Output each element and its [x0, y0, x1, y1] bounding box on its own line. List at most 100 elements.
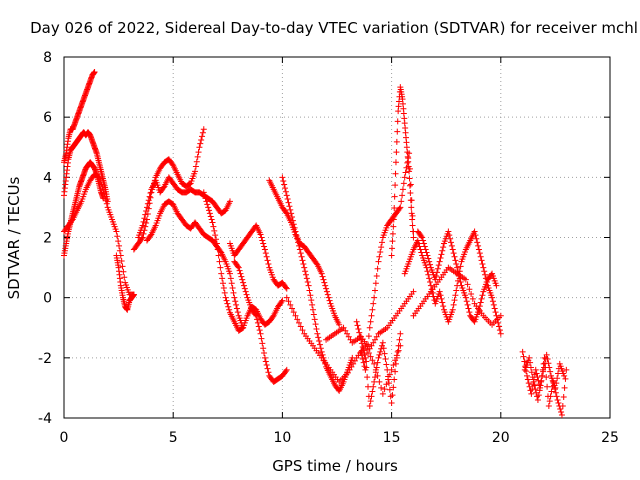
- data-trace: [279, 174, 356, 394]
- data-point: [282, 185, 289, 192]
- data-trace: [61, 69, 98, 166]
- data-point: [437, 292, 444, 299]
- data-point: [424, 268, 431, 275]
- data-point: [406, 182, 413, 189]
- data-point: [376, 351, 383, 358]
- data-point: [389, 245, 396, 252]
- data-point: [546, 398, 553, 405]
- data-point: [364, 374, 371, 381]
- data-trace: [521, 351, 568, 403]
- data-point: [302, 268, 309, 275]
- data-point: [376, 253, 383, 260]
- data-point: [102, 193, 109, 200]
- data-point: [118, 257, 125, 264]
- data-point: [480, 264, 487, 271]
- data-point: [214, 246, 221, 253]
- data-point: [392, 159, 399, 166]
- data-point: [238, 273, 245, 280]
- data-point: [559, 402, 566, 409]
- data-point: [160, 184, 167, 191]
- data-point: [235, 264, 242, 271]
- data-point: [340, 324, 347, 331]
- data-point: [256, 327, 263, 334]
- data-point: [372, 336, 379, 343]
- data-point: [226, 306, 233, 313]
- data-point: [325, 294, 332, 301]
- data-point: [265, 260, 272, 267]
- data-point: [547, 368, 554, 375]
- data-point: [397, 330, 404, 337]
- data-point: [376, 378, 383, 385]
- data-trace: [358, 150, 417, 373]
- data-point: [144, 211, 151, 218]
- data-point: [554, 396, 561, 403]
- data-point: [539, 372, 546, 379]
- data-point: [291, 224, 298, 231]
- data-point: [492, 309, 499, 316]
- data-point: [555, 370, 562, 377]
- data-point: [562, 375, 569, 382]
- data-point: [362, 366, 369, 373]
- data-point: [289, 305, 296, 312]
- data-point: [239, 276, 246, 283]
- data-point: [324, 291, 331, 298]
- data-point: [227, 275, 234, 282]
- data-point: [410, 234, 417, 241]
- data-point: [302, 271, 309, 278]
- data-point: [541, 354, 548, 361]
- data-point: [541, 364, 548, 371]
- data-point: [316, 341, 323, 348]
- data-point: [558, 408, 565, 415]
- data-point: [141, 215, 148, 222]
- data-point: [252, 311, 259, 318]
- data-point: [230, 289, 237, 296]
- data-point: [368, 342, 375, 349]
- data-point: [393, 138, 400, 145]
- data-point: [143, 208, 150, 215]
- data-point: [120, 268, 127, 275]
- data-point: [528, 390, 535, 397]
- data-point: [186, 180, 193, 187]
- data-point: [372, 287, 379, 294]
- data-point: [426, 258, 433, 265]
- data-point: [560, 393, 567, 400]
- data-point: [477, 299, 484, 306]
- data-point: [446, 232, 453, 239]
- y-tick-label: -2: [38, 351, 52, 367]
- data-point: [293, 232, 300, 239]
- data-point: [373, 273, 380, 280]
- data-point: [299, 257, 306, 264]
- data-point: [303, 275, 310, 282]
- data-point: [294, 235, 301, 242]
- data-point: [544, 356, 551, 363]
- data-point: [399, 186, 406, 193]
- data-point: [315, 334, 322, 341]
- data-point: [209, 219, 216, 226]
- data-point: [289, 214, 296, 221]
- data-point: [358, 352, 365, 359]
- data-point: [290, 309, 297, 316]
- data-point: [437, 254, 444, 261]
- data-point: [119, 263, 126, 270]
- data-point: [451, 297, 458, 304]
- data-point: [445, 228, 452, 235]
- data-point: [383, 381, 390, 388]
- data-trace: [231, 258, 290, 385]
- data-point: [370, 383, 377, 390]
- data-point: [313, 260, 320, 267]
- axis-ticks: [63, 56, 611, 419]
- data-point: [370, 300, 377, 307]
- data-point: [463, 298, 470, 305]
- data-point: [278, 298, 285, 305]
- data-point: [257, 231, 264, 238]
- data-point: [408, 204, 415, 211]
- data-point: [68, 217, 75, 224]
- data-point: [388, 252, 395, 259]
- data-point: [321, 279, 328, 286]
- data-point: [371, 378, 378, 385]
- data-point: [410, 288, 417, 295]
- data-point: [102, 197, 109, 204]
- data-point: [355, 325, 362, 332]
- data-point: [440, 303, 447, 310]
- data-point: [391, 205, 398, 212]
